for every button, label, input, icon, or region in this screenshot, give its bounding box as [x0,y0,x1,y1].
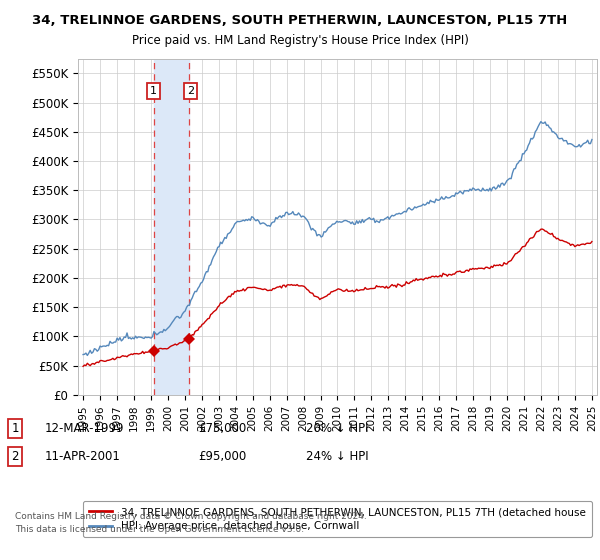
Text: 1: 1 [150,86,157,96]
Bar [154,59,190,395]
Text: 34, TRELINNOE GARDENS, SOUTH PETHERWIN, LAUNCESTON, PL15 7TH: 34, TRELINNOE GARDENS, SOUTH PETHERWIN, … [32,14,568,27]
Text: Contains HM Land Registry data © Crown copyright and database right 2024.
This d: Contains HM Land Registry data © Crown c… [15,512,367,534]
Text: 2: 2 [187,86,194,96]
Text: 20% ↓ HPI: 20% ↓ HPI [306,422,368,435]
Text: £75,000: £75,000 [198,422,246,435]
Text: 24% ↓ HPI: 24% ↓ HPI [306,450,368,463]
Text: £95,000: £95,000 [198,450,246,463]
Text: 2: 2 [11,450,19,463]
Legend: 34, TRELINNOE GARDENS, SOUTH PETHERWIN, LAUNCESTON, PL15 7TH (detached house, HP: 34, TRELINNOE GARDENS, SOUTH PETHERWIN, … [83,501,592,538]
Text: 12-MAR-1999: 12-MAR-1999 [45,422,125,435]
Text: 11-APR-2001: 11-APR-2001 [45,450,121,463]
Text: Price paid vs. HM Land Registry's House Price Index (HPI): Price paid vs. HM Land Registry's House … [131,34,469,46]
Text: 1: 1 [11,422,19,435]
